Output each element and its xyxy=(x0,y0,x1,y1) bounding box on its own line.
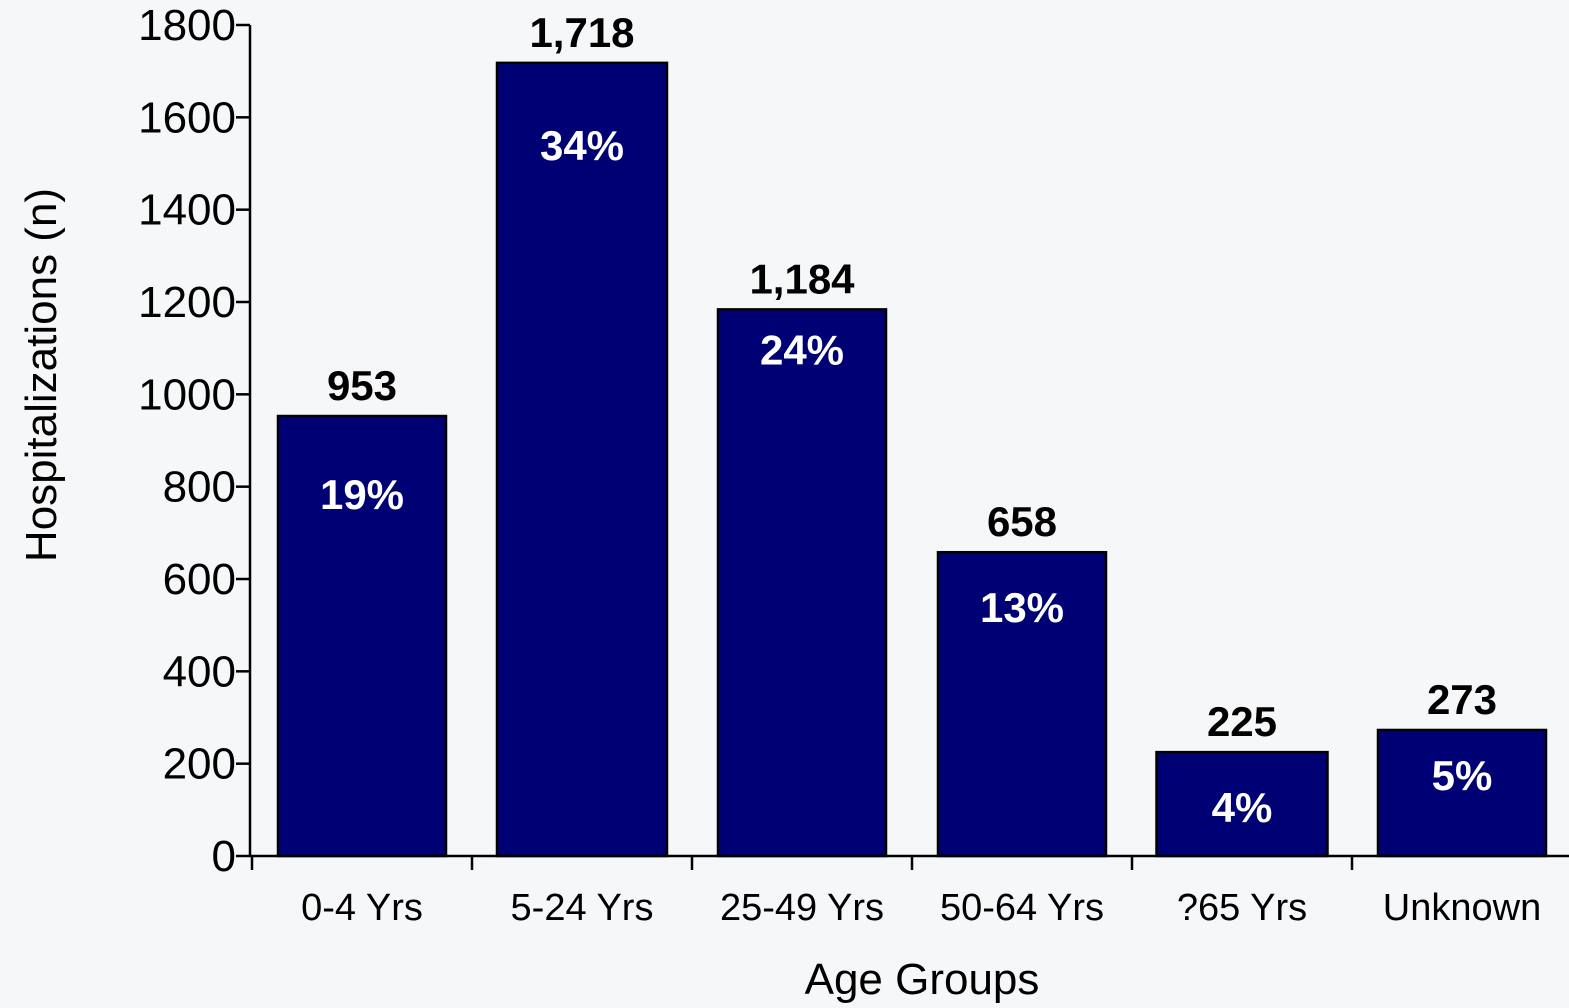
y-tick-label: 0 xyxy=(212,832,236,881)
bar xyxy=(936,550,1108,858)
percent-label: 5% xyxy=(1432,752,1493,799)
value-label: 1,184 xyxy=(749,255,855,302)
x-tick-label: Unknown xyxy=(1383,887,1541,929)
x-axis: 0-4 Yrs 5-24 Yrs 25-49 Yrs 50-64 Yrs ?65 Yrs… xyxy=(250,854,1569,929)
y-axis: 0 200 400 600 800 1000 1200 1400 1600 1800 xyxy=(138,1,252,881)
bar xyxy=(1376,728,1548,858)
value-label: 225 xyxy=(1207,698,1277,745)
bars xyxy=(276,61,1548,858)
value-label: 273 xyxy=(1427,676,1497,723)
x-axis-title: Age Groups xyxy=(805,955,1040,1004)
x-tick-label: 25-49 Yrs xyxy=(720,887,884,929)
y-tick-label: 400 xyxy=(163,647,236,696)
x-tick-label: 5-24 Yrs xyxy=(511,887,654,929)
percent-label: 34% xyxy=(540,122,624,169)
x-tick-label: 0-4 Yrs xyxy=(301,887,423,929)
bar xyxy=(276,414,448,858)
y-tick-label: 800 xyxy=(163,463,236,512)
y-tick-label: 1000 xyxy=(138,370,236,419)
bar xyxy=(495,61,669,858)
bar xyxy=(1155,750,1329,858)
y-tick-label: 600 xyxy=(163,555,236,604)
x-tick-label: ?65 Yrs xyxy=(1177,887,1307,929)
y-tick-label: 1400 xyxy=(138,186,236,235)
value-label: 1,718 xyxy=(529,9,634,56)
value-label: 658 xyxy=(987,498,1057,545)
percent-label: 19% xyxy=(320,471,404,518)
percent-label: 4% xyxy=(1212,784,1273,831)
percent-label: 13% xyxy=(980,584,1064,631)
y-tick-label: 1800 xyxy=(138,1,236,50)
percent-label: 24% xyxy=(760,326,844,373)
y-tick-label: 1600 xyxy=(138,93,236,142)
y-axis-title: Hospitalizations (n) xyxy=(17,188,66,562)
value-label: 953 xyxy=(327,362,397,409)
y-tick-label: 200 xyxy=(163,740,236,789)
bar xyxy=(716,308,888,858)
x-tick-label: 50-64 Yrs xyxy=(940,887,1104,929)
data-labels: 953 19% 1,718 34% 1,184 24% 658 13% 225 4% 273 5% xyxy=(320,9,1497,831)
y-tick-label: 1200 xyxy=(138,278,236,327)
